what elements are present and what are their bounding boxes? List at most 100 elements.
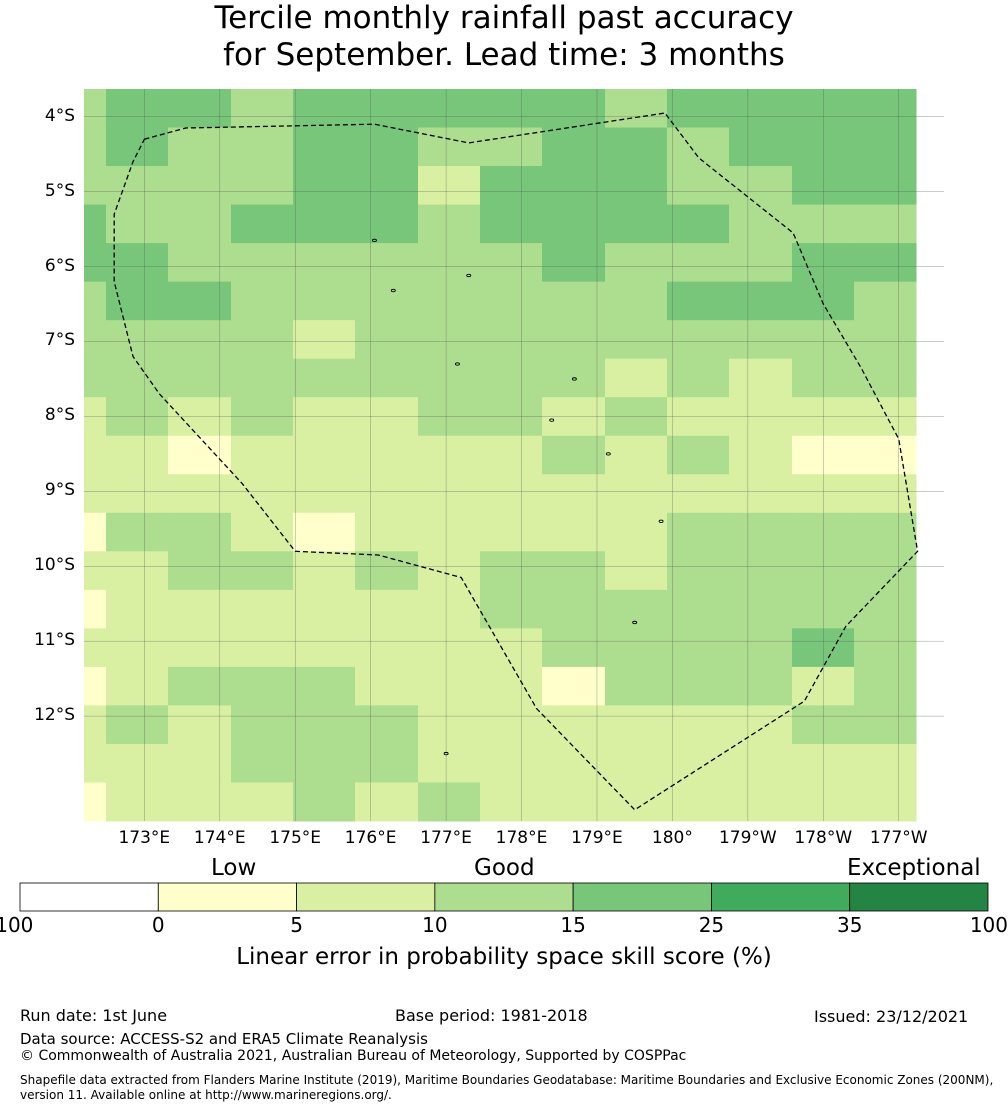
category-low: Low [211,855,257,881]
island-outline [390,288,396,293]
grid-cell [480,89,543,129]
base-period: Base period: 1981-2018 [395,1006,588,1025]
grid-cell [729,782,793,822]
colorbar-tick-label: 35 [836,913,863,937]
grid-cell [84,628,107,668]
grid-cell [605,512,668,552]
longitude-label: 173°E [118,828,171,848]
grid-cell [667,435,730,475]
latitude-label: 9°S [44,480,75,501]
grid-cell [355,397,419,437]
grid-cell [355,281,419,321]
grid-cell [293,358,356,398]
grid-cell [84,127,107,167]
longitude-label: 180° [651,828,693,848]
grid-cell [418,743,481,783]
grid-cell [480,435,543,475]
grid-cell [168,589,232,629]
grid-cell [605,166,668,206]
grid-cell [480,358,543,398]
grid-cell [729,743,793,783]
grid-cell [293,474,356,514]
grid-cell [854,474,917,514]
grid-cell [84,397,107,437]
latitude-label: 4°S [44,105,75,126]
grid-cell [293,243,356,283]
grid-cell [84,89,107,129]
grid-cell [293,512,356,552]
grid-cell [605,397,668,437]
grid-cell [293,435,356,475]
grid-cell [729,435,793,475]
grid-cell [854,127,917,167]
grid-cell [667,628,730,668]
category-exceptional: Exceptional [847,855,981,881]
longitude-label: 179°W [718,828,777,848]
grid-cell [84,204,107,244]
colorbar-tick-label: 15 [560,913,586,937]
latitude-label: 11°S [34,630,75,651]
grid-cell [231,628,294,668]
grid-cell [480,474,543,514]
grid-cell [355,512,419,552]
grid-cell [355,166,419,206]
grid-cell [293,281,356,321]
grid-cell [106,89,169,129]
grid-cell [293,705,356,745]
colorbar-swatch [296,882,436,912]
grid-cell [355,705,419,745]
grid-cell [542,243,606,283]
grid-cell [854,281,917,321]
grid-cell [293,204,356,244]
grid-cell [605,666,668,706]
grid-cell [418,435,481,475]
grid-cell [418,127,481,167]
grid-cell [293,127,356,167]
grid-cell [418,320,481,360]
grid-cell [667,397,730,437]
grid-cell [106,204,169,244]
colorbar-tick-label: 5 [290,913,303,937]
island-outline [466,273,472,278]
grid-cell [854,397,917,437]
grid-cell [106,243,169,283]
grid-cell [542,281,606,321]
grid-cell [168,243,232,283]
data-source: Data source: ACCESS-S2 and ERA5 Climate … [20,1030,428,1048]
grid-cell [605,243,668,283]
latitude-label: 6°S [44,255,75,276]
grid-cell [168,127,232,167]
grid-cell [418,89,481,129]
grid-cell [106,320,169,360]
grid-cell [667,320,730,360]
latitude-label: 7°S [44,330,75,351]
grid-cell [168,705,232,745]
longitude-label: 176°E [344,828,397,848]
grid-cell [84,512,107,552]
longitude-label: 174°E [193,828,246,848]
grid-cell [293,782,356,822]
island-outline [571,377,577,381]
grid-cell [168,320,232,360]
grid-cell [542,705,606,745]
grid-cell [84,243,107,283]
grid-cell [293,166,356,206]
grid-cell [605,320,668,360]
grid-cell [667,127,730,167]
colorbar-tick-label: 10 [422,913,448,937]
island-outline [658,519,664,523]
grid-cell [729,589,793,629]
grid-cell [729,474,793,514]
grid-cell [480,782,543,822]
grid-cell [542,397,606,437]
grid-cell [854,320,917,360]
grid-cell [667,166,730,206]
grid-cell [542,204,606,244]
grid-cell [667,281,730,321]
island-outline [632,620,638,625]
grid-cell [168,204,232,244]
colorbar-swatch [19,882,159,912]
grid-cell [729,628,793,668]
shapefile-credit-line-1: Shapefile data extracted from Flanders M… [20,1073,994,1087]
island-outline [454,362,460,366]
